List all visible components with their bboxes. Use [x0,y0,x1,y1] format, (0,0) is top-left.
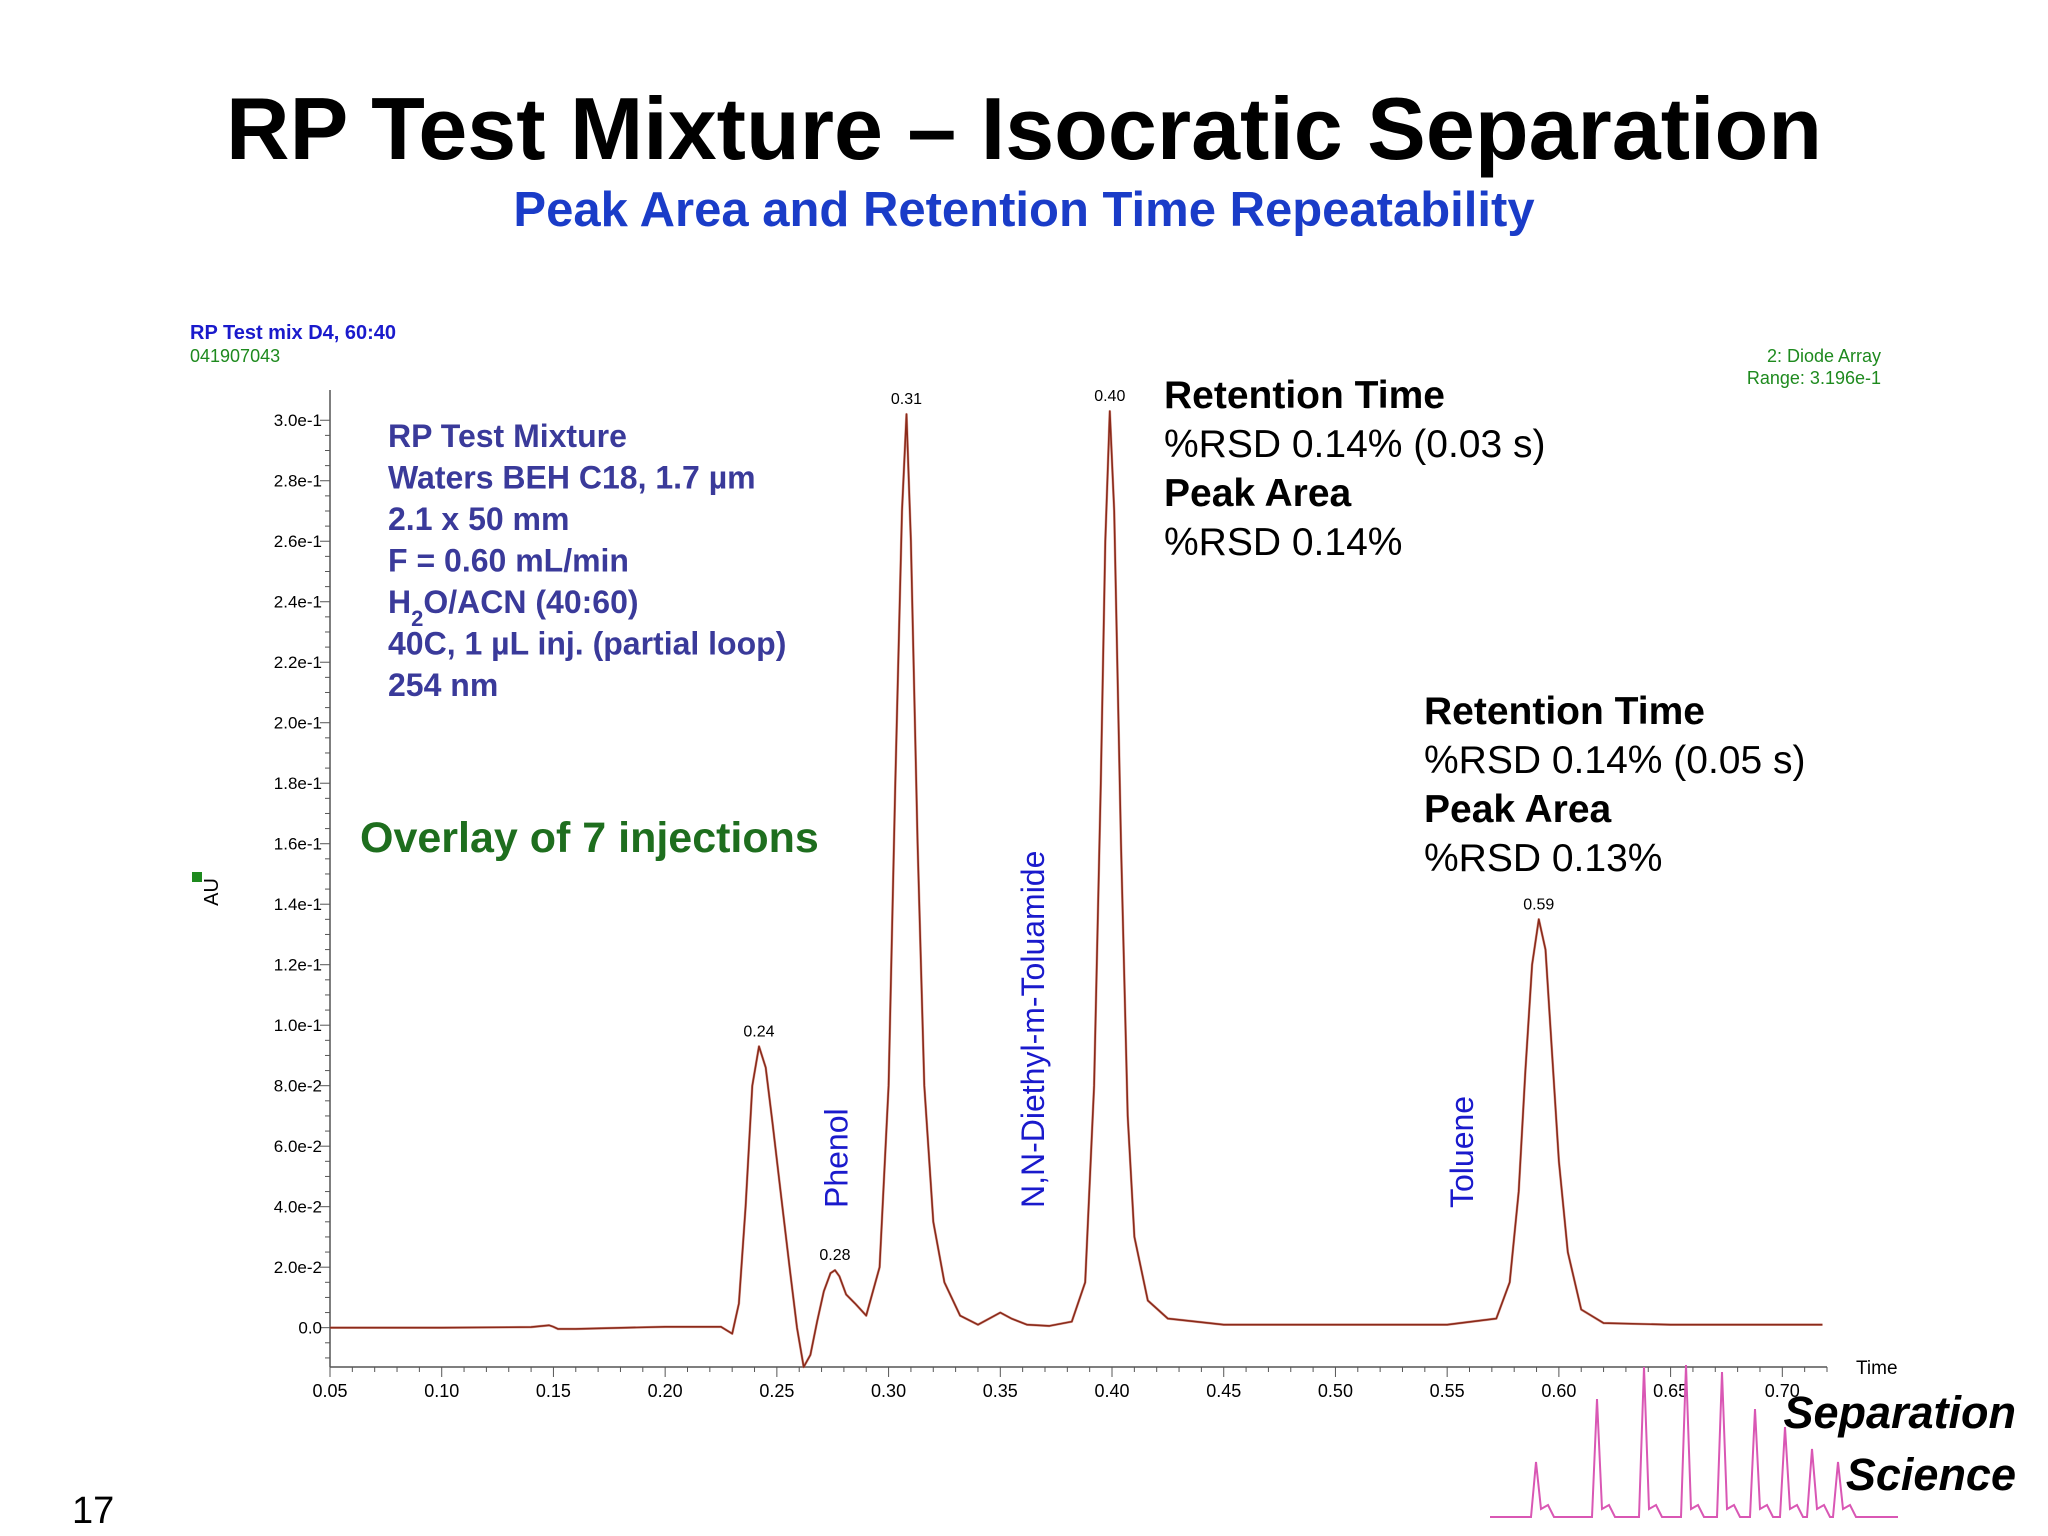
y-tick-label: 2.6e-1 [274,532,322,551]
axes: 0.05 0.10 0.15 0.20 0.25 0.30 0.35 0.40 0.45 0.50… [274,390,1828,1401]
y-tick-label: 1.6e-1 [274,835,322,854]
y-tick-label: 2.0e-2 [274,1258,322,1277]
logo-trace [1490,1364,1898,1518]
x-tick-label: 0.15 [536,1381,571,1401]
y-tick-label: 1.0e-1 [274,1016,322,1035]
stats-2-rt-value: %RSD 0.14% (0.05 s) [1424,739,1806,782]
y-tick-label: 2.8e-1 [274,472,322,491]
detector-label: 2: Diode Array [1767,346,1881,366]
trace-group [330,409,1823,1369]
compound-label: Toluene [1444,1096,1480,1208]
peak-label: 0.59 [1523,896,1554,913]
overlay-label: Overlay of 7 injections [360,814,819,862]
stats-1-rt-heading: Retention Time [1164,374,1445,417]
x-tick-label: 0.20 [648,1381,683,1401]
condition-line: H2O/ACN (40:60) [388,584,639,631]
peak-label: 0.40 [1094,388,1125,405]
condition-line: RP Test Mixture [388,418,627,454]
stats-1-area-heading: Peak Area [1164,472,1352,515]
y-tick-label: 1.2e-1 [274,956,322,975]
sample-name: RP Test mix D4, 60:40 [190,322,396,344]
x-tick-label: 0.35 [983,1381,1018,1401]
condition-line: F = 0.60 mL/min [388,543,629,579]
x-tick-label: 0.25 [759,1381,794,1401]
peak-labels: 0.24 0.28 0.31 0.40 0.59 [743,388,1554,1264]
condition-line: 40C, 1 µL inj. (partial loop) [388,626,786,662]
stats-1-area-value: %RSD 0.14% [1164,521,1402,564]
chromatogram-header: RP Test mix D4, 60:40 041907043 2: Diode… [190,322,1881,388]
stats-block-1: Retention Time %RSD 0.14% (0.03 s) Peak … [1164,374,1546,564]
x-tick-label: 0.05 [312,1381,347,1401]
x-tick-label: 0.40 [1094,1381,1129,1401]
y-tick-label: 1.8e-1 [274,774,322,793]
y-axis-label-group: AU [192,872,223,906]
y-tick-label: 2.4e-1 [274,593,322,612]
compound-labels: Phenol N,N-Diethyl-m-Toluamide Toluene [818,851,1480,1208]
logo-chromatogram-icon [1490,1364,1898,1518]
logo-line-1: Separation [1783,1387,2016,1438]
stats-2-rt-heading: Retention Time [1424,690,1705,733]
y-tick-label: 1.4e-1 [274,895,322,914]
condition-line: Waters BEH C18, 1.7 µm [388,460,756,496]
x-tick-label: 0.70 [1765,1381,1800,1401]
condition-line: 2.1 x 50 mm [388,501,569,537]
range-label: Range: 3.196e-1 [1747,368,1881,388]
x-axis-label: Time [1856,1358,1898,1379]
compound-label: Phenol [818,1108,854,1208]
peak-label: 0.31 [891,391,922,408]
y-axis-label: AU [201,878,223,906]
peak-label: 0.24 [743,1023,774,1040]
stats-1-rt-value: %RSD 0.14% (0.03 s) [1164,423,1546,466]
x-tick-label: 0.60 [1541,1381,1576,1401]
stats-block-2: Retention Time %RSD 0.14% (0.05 s) Peak … [1424,690,1806,880]
slide-title: RP Test Mixture – Isocratic Separation [226,79,1822,178]
x-tick-label: 0.50 [1318,1381,1353,1401]
legend-marker-icon [192,872,202,882]
x-tick-label: 0.55 [1430,1381,1465,1401]
y-tick-label: 8.0e-2 [274,1077,322,1096]
stats-2-area-heading: Peak Area [1424,788,1612,831]
y-tick-label: 0.0 [298,1319,322,1338]
y-tick-label: 2.2e-1 [274,653,322,672]
page-number: 17 [72,1490,115,1532]
x-tick-label: 0.30 [871,1381,906,1401]
file-id: 041907043 [190,346,280,366]
y-tick-label: 2.0e-1 [274,714,322,733]
peak-label: 0.28 [819,1247,850,1264]
conditions-block: RP Test Mixture Waters BEH C18, 1.7 µm 2.1… [388,418,786,703]
condition-line: 254 nm [388,667,498,703]
logo-line-2: Science [1846,1449,2016,1500]
y-tick-label: 4.0e-2 [274,1198,322,1217]
x-tick-label: 0.65 [1653,1381,1688,1401]
y-tick-label: 6.0e-2 [274,1137,322,1156]
x-tick-label: 0.45 [1206,1381,1241,1401]
x-tick-label: 0.10 [424,1381,459,1401]
compound-label: N,N-Diethyl-m-Toluamide [1015,851,1051,1208]
y-tick-label: 3.0e-1 [274,411,322,430]
trace-line [330,410,1823,1368]
slide-subtitle: Peak Area and Retention Time Repeatabili… [513,183,1535,237]
separation-science-logo: Separation Science [1490,1364,2016,1518]
stats-2-area-value: %RSD 0.13% [1424,837,1662,880]
